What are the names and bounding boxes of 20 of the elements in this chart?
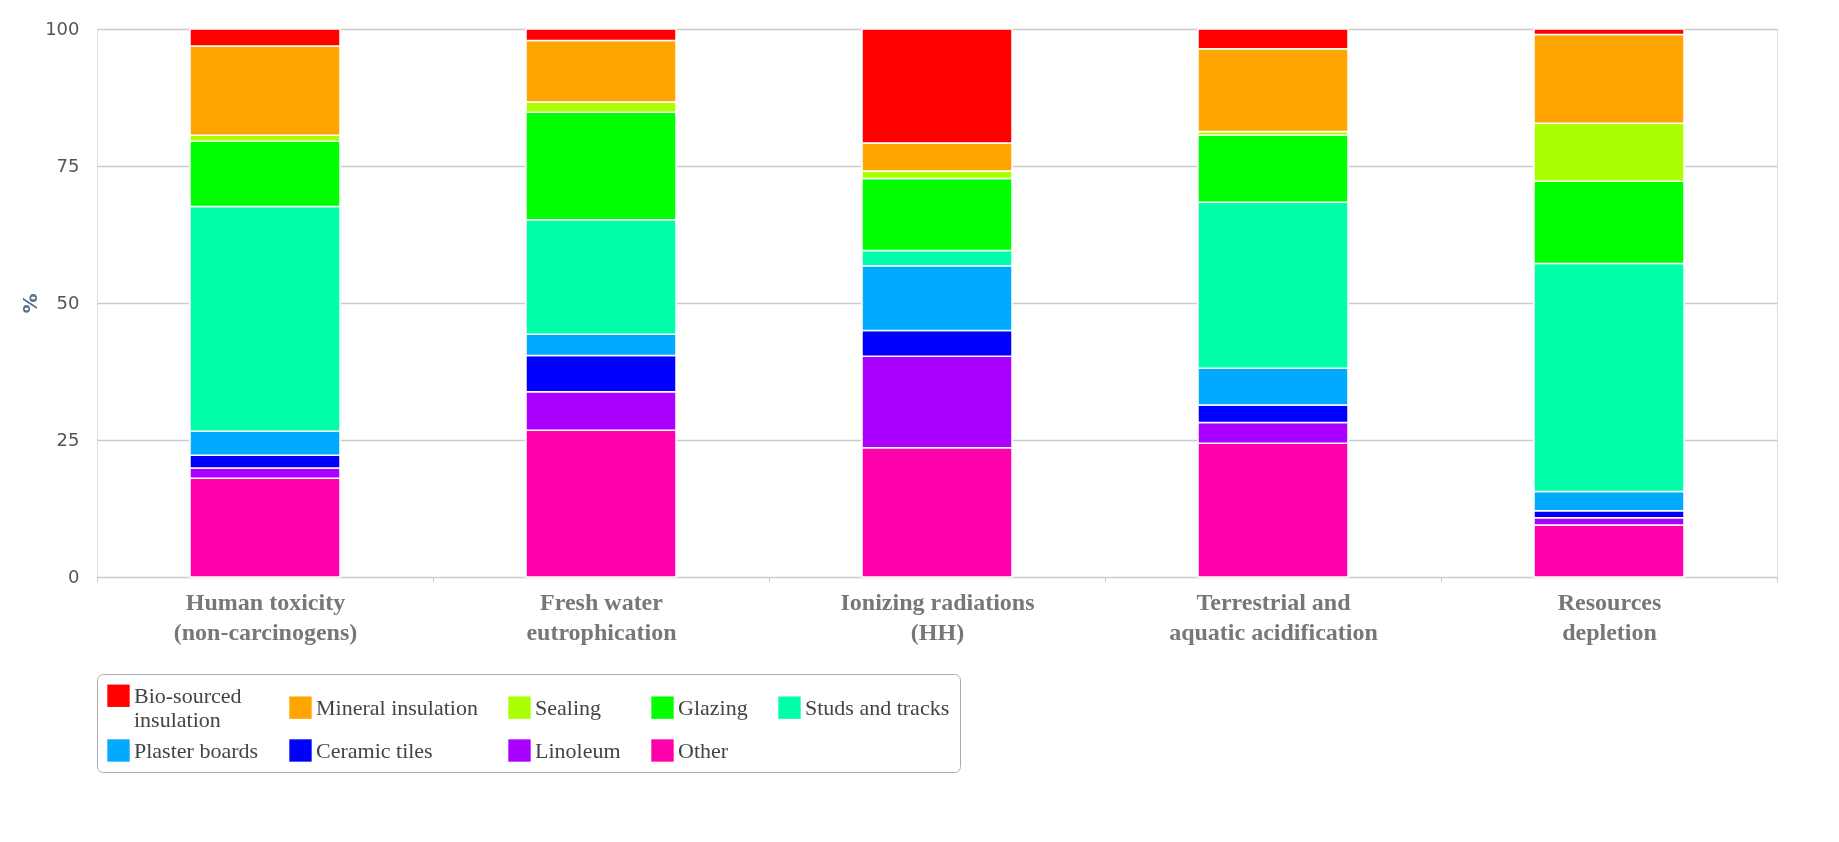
legend-label: Other: [678, 737, 729, 763]
legend-label: Ceramic tiles: [316, 737, 433, 763]
y-tick-label: 75: [56, 154, 80, 176]
x-tick-label: Fresh water eutrophication: [526, 588, 677, 645]
y-axis-title: %: [18, 293, 43, 314]
x-tick-label: Human toxicity (non-carcinogens): [173, 588, 358, 645]
x-tick-label: Resources depletion: [1557, 588, 1662, 645]
legend-label: Glazing: [678, 694, 748, 720]
y-tick-label: 50: [56, 291, 80, 313]
y-tick-label: 0: [68, 565, 80, 587]
legend-label: Studs and tracks: [805, 694, 950, 720]
legend-label: Sealing: [535, 694, 601, 720]
legend-label: Plaster boards: [134, 737, 259, 763]
y-tick-label: 100: [45, 17, 80, 39]
y-tick-label: 25: [56, 428, 80, 450]
legend-label: Linoleum: [535, 737, 621, 763]
x-tick-label: Ionizing radiations (HH): [840, 588, 1035, 645]
legend-label: Mineral insulation: [316, 694, 478, 720]
x-tick-label: Terrestrial and aquatic acidification: [1169, 588, 1378, 645]
legend-label: Bio-sourced insulation: [134, 682, 242, 732]
